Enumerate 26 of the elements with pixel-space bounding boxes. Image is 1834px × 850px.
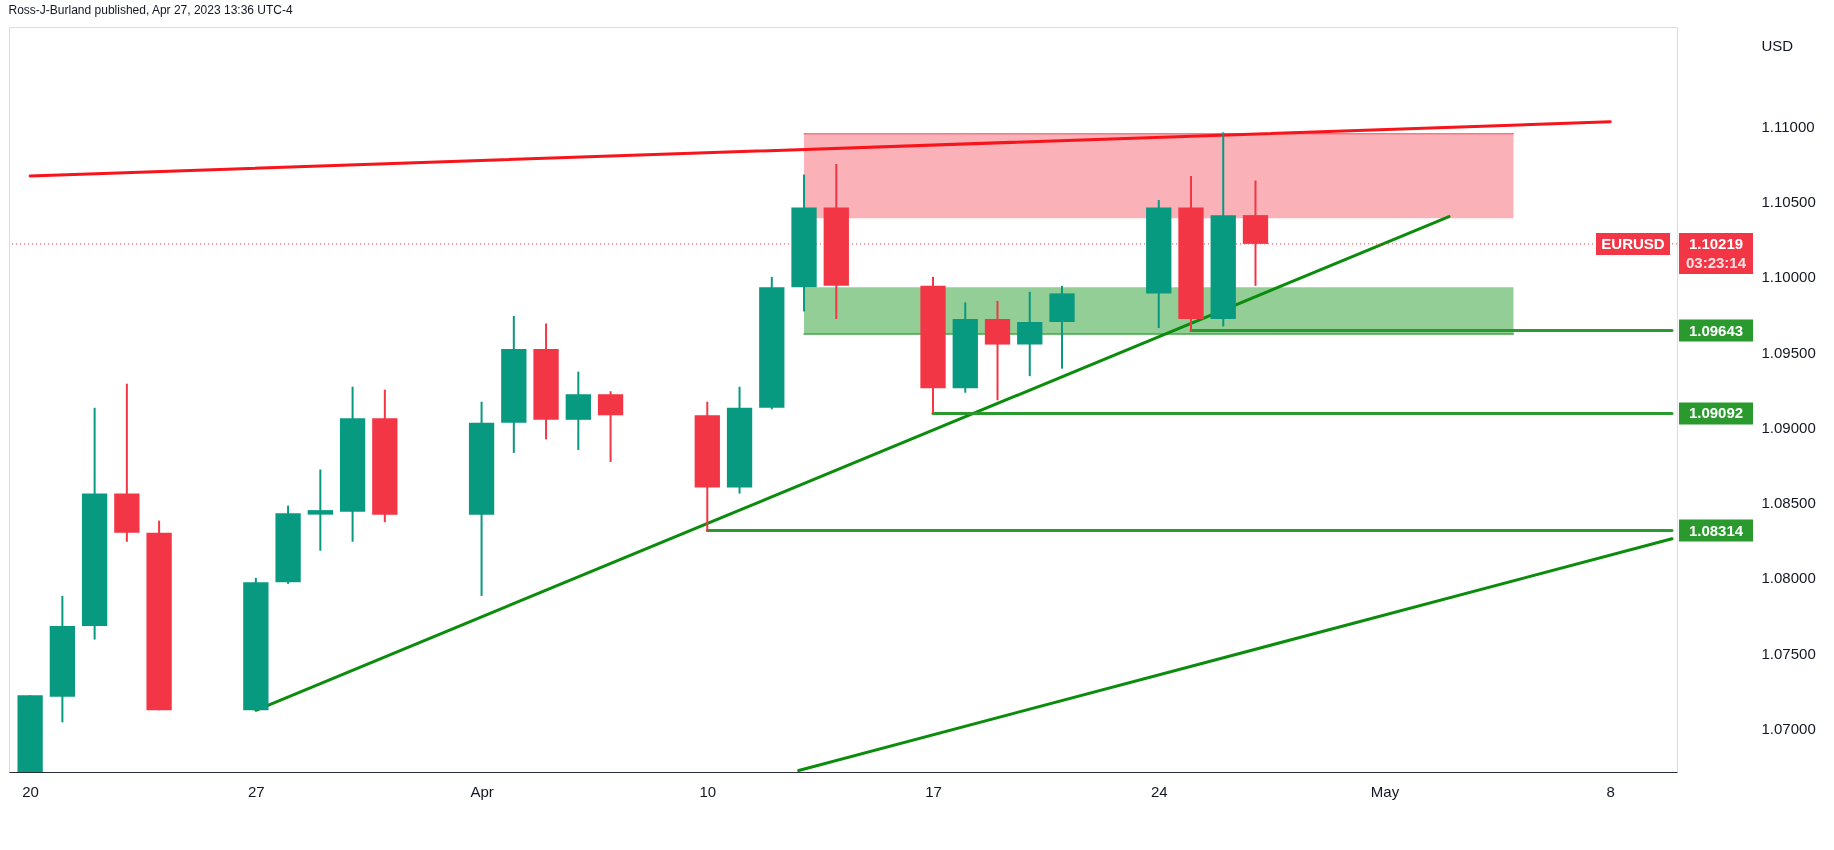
y-tick-label: 1.09000 — [1761, 418, 1816, 436]
y-tick-label: 1.07000 — [1761, 719, 1816, 737]
x-tick-label: 8 — [1606, 782, 1615, 800]
text: 03:23:14 — [1685, 253, 1747, 271]
y-axis-title: USD — [1761, 36, 1794, 54]
data-label: 1.08314 — [1688, 521, 1744, 539]
x-tick-label: Apr — [470, 782, 494, 800]
x-tick-label: 27 — [248, 782, 265, 800]
y-tick-label: 1.08500 — [1761, 494, 1816, 512]
chart-title: Ross-J-Burland published, Apr 27, 2023 13:36 UTC-4 — [8, 3, 293, 17]
y-tick-label: 1.08000 — [1761, 569, 1816, 587]
x-tick-label: 20 — [22, 782, 39, 800]
y-tick-label: 1.09500 — [1761, 343, 1816, 361]
y-tick-label: 1.11000 — [1761, 117, 1815, 135]
data-label: 1.09643 — [1688, 321, 1744, 339]
y-tick-label: 1.10000 — [1761, 268, 1816, 286]
ref-line-label: 1.10219 — [1688, 234, 1744, 252]
x-tick-label: 17 — [925, 782, 942, 800]
y-tick-label: 1.10500 — [1761, 193, 1816, 211]
annotation: EURUSD — [1601, 234, 1665, 252]
y-tick-label: 1.07500 — [1761, 644, 1816, 662]
x-tick-label: 10 — [699, 782, 717, 800]
x-tick-label: May — [1370, 782, 1400, 800]
candlestick — [307, 468, 333, 552]
data-label: 1.09092 — [1688, 404, 1744, 422]
x-tick-label: 24 — [1150, 782, 1168, 800]
